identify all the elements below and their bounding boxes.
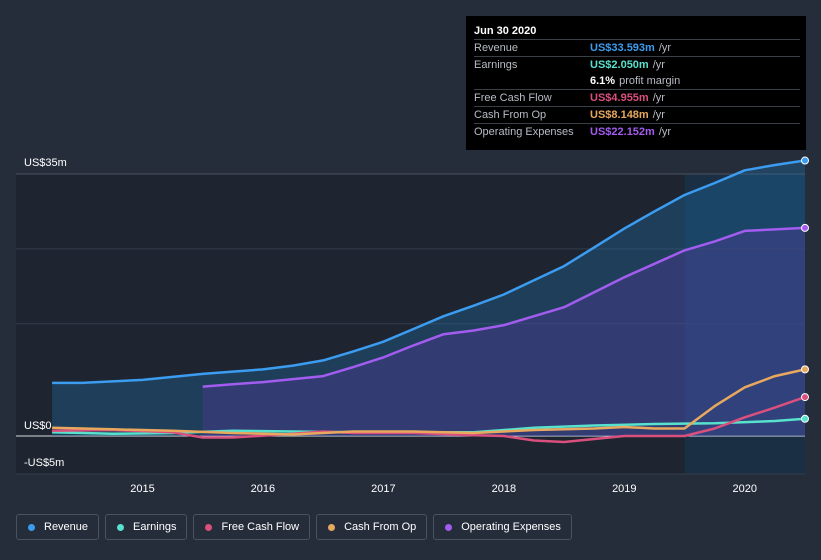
legend-label: Cash From Op	[344, 521, 417, 533]
tooltip-row-name: Earnings	[474, 59, 518, 71]
tooltip-row: Earnings US$2.050m/yr	[474, 56, 800, 73]
tooltip-panel: Jun 30 2020 Revenue US$33.593m/yr Earnings…	[466, 16, 806, 150]
y-axis-label: -US$5m	[24, 457, 64, 469]
x-tick-label: 2018	[492, 483, 516, 495]
legend-label: Revenue	[44, 521, 89, 533]
series-end-point	[801, 414, 809, 423]
series-line-free-cash-flow	[52, 395, 806, 444]
tooltip-row-value: 6.1%	[590, 75, 616, 87]
tooltip-row-name: Operating Expenses	[474, 126, 574, 138]
series-end-point	[801, 156, 809, 165]
legend-label: Earnings	[133, 521, 177, 533]
tooltip-row: Free Cash Flow US$4.955m/yr	[474, 89, 800, 106]
tooltip-row-value: US$33.593m	[590, 42, 655, 54]
x-tick-label: 2020	[733, 483, 757, 495]
tooltip-row-name	[474, 73, 590, 89]
legend: Revenue Earnings Free Cash Flow Cash From O…	[16, 514, 578, 540]
tooltip-row: Operating Expenses US$22.152m/yr	[474, 123, 800, 140]
legend-item-earnings[interactable]: Earnings	[105, 514, 188, 540]
series-line-cash-from-op	[52, 368, 806, 436]
legend-dot-icon	[328, 523, 336, 531]
x-tick-label: 2019	[612, 483, 636, 495]
legend-dot-icon	[205, 523, 213, 531]
tooltip-row-name: Cash From Op	[474, 109, 547, 121]
x-tick-label: 2015	[130, 483, 154, 495]
tooltip-row: 6.1% profit margin	[474, 73, 800, 89]
y-axis-label: US$35m	[24, 157, 67, 169]
tooltip-row-unit: /yr	[652, 59, 665, 71]
legend-label: Free Cash Flow	[221, 521, 300, 533]
tooltip-date: Jun 30 2020	[474, 25, 537, 37]
legend-item-operating-expenses[interactable]: Operating Expenses	[433, 514, 572, 540]
legend-item-revenue[interactable]: Revenue	[16, 514, 100, 540]
area-revenue	[52, 160, 806, 436]
tooltip-row-unit: /yr	[652, 92, 665, 104]
tooltip-row-unit: profit margin	[619, 75, 681, 87]
tooltip-row: Revenue US$33.593m/yr	[474, 39, 800, 56]
area-operating-expenses	[202, 227, 805, 436]
legend-dot-icon	[117, 523, 125, 531]
x-tick-label: 2017	[371, 483, 395, 495]
legend-label: Operating Expenses	[461, 521, 561, 533]
tooltip-row-unit: /yr	[658, 42, 672, 54]
legend-dot-icon	[28, 523, 35, 531]
legend-dot-icon	[445, 523, 453, 531]
series-end-point	[801, 393, 809, 402]
tooltip-row-name: Free Cash Flow	[474, 92, 552, 104]
legend-item-free-cash-flow[interactable]: Free Cash Flow	[193, 514, 311, 540]
tooltip-row-value: US$2.050m	[590, 59, 649, 71]
tooltip-row-value: US$8.148m	[590, 109, 649, 121]
tooltip-row-name: Revenue	[474, 42, 519, 54]
x-tick-label: 2016	[251, 483, 275, 495]
series-line-operating-expenses	[202, 226, 806, 388]
tooltip-row: Cash From Op US$8.148m/yr	[474, 106, 800, 123]
series-end-point	[801, 223, 809, 232]
y-axis-label: US$0	[24, 420, 52, 432]
tooltip-row-unit: /yr	[658, 126, 672, 138]
legend-item-cash-from-op[interactable]: Cash From Op	[316, 514, 428, 540]
series-line-revenue	[52, 159, 806, 385]
series-end-point	[801, 365, 809, 374]
tooltip-row-value: US$22.152m	[590, 126, 655, 138]
tooltip-row-unit: /yr	[652, 109, 665, 121]
tooltip-row-value: US$4.955m	[590, 92, 649, 104]
